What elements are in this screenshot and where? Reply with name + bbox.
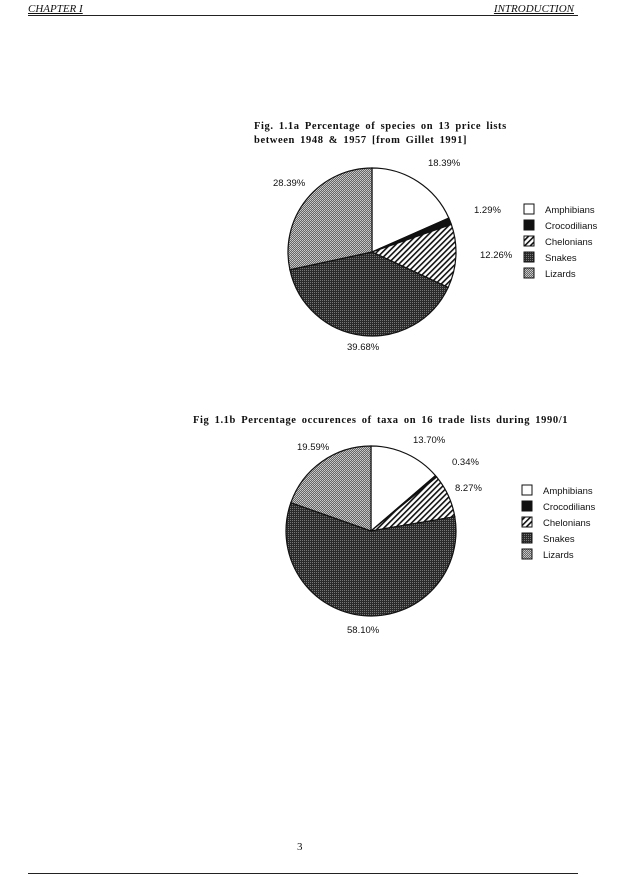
legend-swatch-chelonians: [523, 235, 535, 247]
legend-label-amphibians: Amphibians: [545, 205, 595, 216]
page-number: 3: [297, 841, 303, 853]
legend-label-lizards: Lizards: [545, 269, 576, 280]
pie-1b-slice-lizards: [290, 445, 372, 532]
pie-1b-data-label: 0.34%: [452, 457, 479, 468]
footer-rule: [28, 873, 578, 874]
pie-1a-data-label: 1.29%: [474, 205, 501, 216]
header-rule: [28, 15, 578, 16]
legend-label-chelonians: Chelonians: [545, 237, 593, 248]
pie-1a-slice-amphibians: [371, 167, 450, 253]
figure-1a-title-line-2: between 1948 & 1957 [from Gillet 1991]: [254, 135, 468, 146]
pie-1a-data-label: 39.68%: [347, 342, 380, 353]
header-chapter: CHAPTER I: [28, 3, 83, 15]
legend-swatch-lizards: [523, 267, 535, 279]
legend-swatch-crocodilians: [523, 219, 535, 231]
pie-1a-data-label: 28.39%: [273, 178, 306, 189]
figure-1a-title: Fig. 1.1a Percentage of species on 13 pr…: [254, 120, 507, 148]
pie-1b-slice-amphibians: [370, 445, 437, 533]
pie-1a-data-label: 12.26%: [480, 250, 513, 261]
pie-1a-slice-lizards: [287, 167, 373, 271]
pie-1b-data-label: 19.59%: [297, 442, 330, 453]
pie-1a-slice-snakes: [289, 251, 449, 337]
legend-swatch-amphibians: [521, 484, 533, 496]
header-section: INTRODUCTION: [493, 3, 574, 15]
legend-label-amphibians: Amphibians: [543, 486, 593, 497]
legend-label-chelonians: Chelonians: [543, 518, 591, 529]
pie-1a-slice-chelonians: [370, 223, 457, 289]
legend-label-crocodilians: Crocodilians: [545, 221, 598, 232]
legend-swatch-amphibians: [523, 203, 535, 215]
legend-label-snakes: Snakes: [545, 253, 577, 264]
figure-1a-title-line-1: Fig. 1.1a Percentage of species on 13 pr…: [254, 121, 507, 132]
pie-1a-data-label: 18.39%: [428, 158, 461, 169]
legend-swatch-chelonians: [521, 516, 533, 528]
pie-1b-data-label: 13.70%: [413, 435, 446, 446]
pie-1b-slice-snakes: [285, 501, 457, 617]
pie-1b-data-label: 8.27%: [455, 483, 482, 494]
figure-1b-title: Fig 1.1b Percentage occurences of taxa o…: [193, 415, 569, 426]
legend-label-snakes: Snakes: [543, 534, 575, 545]
legend-swatch-snakes: [523, 251, 535, 263]
legend-label-crocodilians: Crocodilians: [543, 502, 596, 513]
pie-1b-data-label: 58.10%: [347, 625, 380, 636]
legend-swatch-lizards: [521, 548, 533, 560]
legend-swatch-crocodilians: [521, 500, 533, 512]
legend-label-lizards: Lizards: [543, 550, 574, 561]
legend-swatch-snakes: [521, 532, 533, 544]
